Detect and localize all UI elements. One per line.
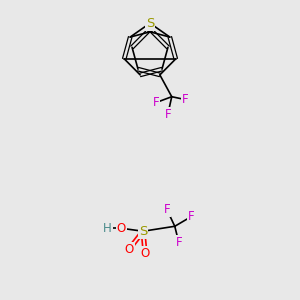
Text: O: O — [124, 243, 134, 256]
Text: F: F — [164, 203, 170, 216]
Text: F: F — [164, 108, 171, 121]
Text: O: O — [140, 247, 150, 260]
Text: F: F — [182, 93, 189, 106]
Text: S: S — [139, 225, 147, 238]
Text: H: H — [103, 222, 112, 235]
Text: F: F — [153, 96, 159, 109]
Text: F: F — [188, 210, 195, 223]
Text: O: O — [117, 222, 126, 235]
Text: S: S — [146, 17, 154, 30]
Text: F: F — [176, 236, 182, 249]
